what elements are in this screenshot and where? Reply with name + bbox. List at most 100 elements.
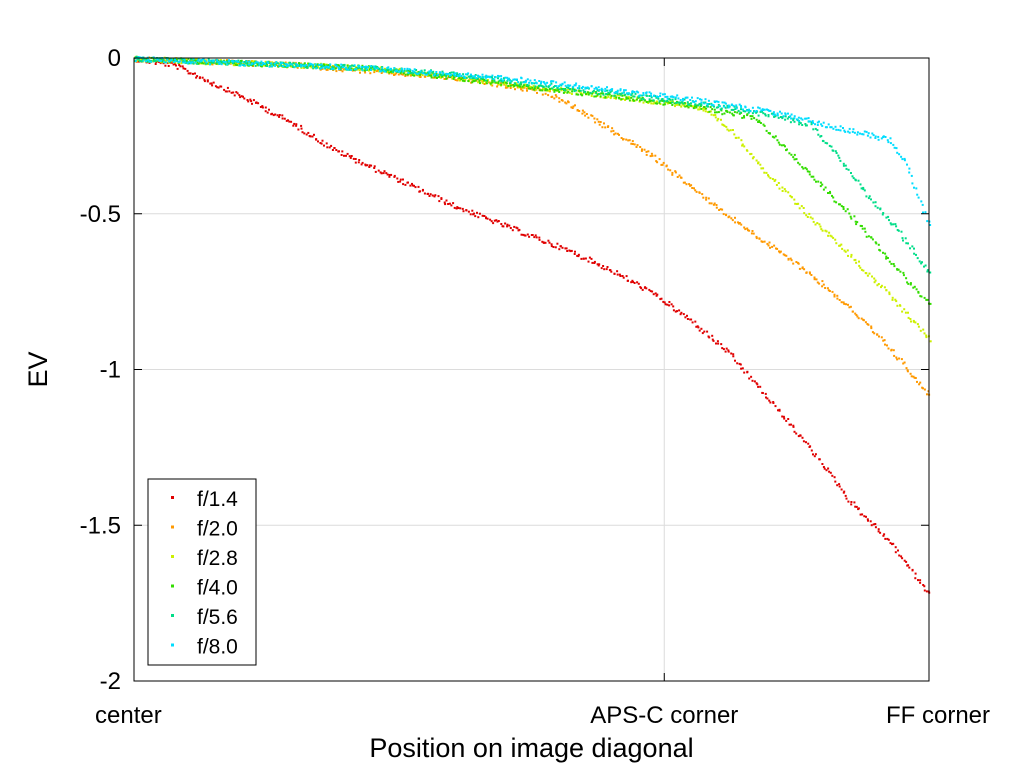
- data-point: [649, 155, 652, 158]
- data-point: [341, 64, 344, 67]
- data-point: [709, 106, 712, 109]
- data-point: [700, 101, 703, 104]
- data-point: [777, 182, 780, 184]
- data-point: [189, 62, 192, 65]
- data-point: [727, 129, 730, 132]
- data-point: [532, 88, 535, 91]
- data-point: [531, 86, 534, 89]
- data-point: [756, 383, 759, 386]
- data-point: [614, 132, 617, 135]
- data-point: [237, 60, 240, 63]
- data-point: [918, 383, 921, 386]
- data-point: [870, 325, 873, 328]
- data-point: [526, 78, 529, 81]
- data-point: [827, 123, 830, 126]
- data-point: [209, 59, 212, 62]
- data-point: [861, 513, 864, 516]
- data-point: [525, 79, 528, 82]
- data-point: [759, 163, 762, 166]
- data-point: [478, 79, 481, 82]
- data-point: [284, 65, 287, 68]
- data-point: [144, 57, 147, 60]
- data-point: [365, 65, 367, 68]
- data-point: [452, 77, 455, 80]
- data-point: [657, 96, 660, 98]
- data-point: [544, 88, 547, 91]
- data-point: [407, 69, 410, 72]
- data-point: [533, 79, 536, 82]
- data-point: [686, 101, 689, 104]
- data-point: [640, 99, 643, 102]
- data-point: [591, 114, 594, 117]
- data-point: [856, 131, 859, 134]
- data-point: [453, 76, 456, 78]
- data-point: [650, 94, 652, 97]
- data-point: [773, 180, 776, 182]
- data-point: [428, 195, 431, 197]
- data-point: [854, 312, 857, 315]
- data-point: [239, 96, 242, 99]
- data-point: [807, 117, 810, 120]
- data-point: [313, 133, 315, 136]
- data-point: [920, 295, 923, 298]
- data-point: [591, 261, 594, 264]
- legend-label: f/8.0: [197, 636, 238, 659]
- legend-marker: [171, 614, 174, 617]
- data-point: [483, 79, 486, 82]
- data-point: [814, 453, 817, 456]
- data-point: [717, 342, 720, 345]
- data-point: [561, 246, 564, 249]
- data-point: [867, 197, 870, 200]
- data-point: [730, 217, 733, 220]
- data-point: [898, 153, 901, 156]
- data-point: [685, 183, 688, 186]
- data-point: [923, 589, 926, 592]
- data-point: [452, 73, 455, 75]
- data-point: [339, 68, 342, 71]
- data-point: [610, 130, 613, 133]
- data-point: [180, 58, 183, 61]
- data-point: [763, 108, 766, 111]
- data-point: [724, 350, 727, 353]
- data-point: [264, 106, 267, 109]
- data-point: [790, 153, 793, 156]
- data-point: [724, 106, 727, 109]
- data-point: [826, 142, 829, 145]
- data-point: [694, 103, 697, 106]
- data-point: [390, 173, 393, 176]
- data-point: [810, 123, 813, 126]
- data-point: [374, 170, 377, 173]
- data-point: [897, 268, 900, 271]
- data-point: [890, 262, 893, 265]
- data-point: [919, 295, 922, 298]
- data-point: [217, 86, 220, 89]
- data-point: [310, 66, 313, 69]
- data-point: [209, 82, 212, 85]
- data-point: [458, 75, 461, 78]
- data-point: [197, 62, 200, 65]
- data-point: [448, 202, 451, 205]
- data-point: [618, 133, 620, 136]
- data-point: [874, 137, 877, 139]
- data-point: [271, 65, 274, 68]
- data-point: [541, 240, 544, 243]
- data-point: [899, 304, 902, 307]
- data-point: [428, 70, 431, 73]
- data-point: [439, 75, 442, 78]
- data-point: [695, 325, 698, 328]
- data-point: [192, 58, 195, 61]
- data-point: [690, 184, 693, 187]
- data-point: [553, 97, 556, 100]
- data-point: [407, 181, 409, 184]
- data-point: [895, 147, 898, 150]
- data-point: [684, 316, 687, 319]
- data-point: [705, 107, 708, 110]
- data-point: [521, 89, 524, 92]
- data-point: [713, 108, 716, 111]
- data-point: [773, 113, 776, 116]
- data-point: [399, 69, 402, 72]
- data-point: [829, 190, 831, 193]
- data-point: [539, 84, 542, 87]
- data-point: [288, 64, 291, 67]
- data-point: [895, 356, 898, 359]
